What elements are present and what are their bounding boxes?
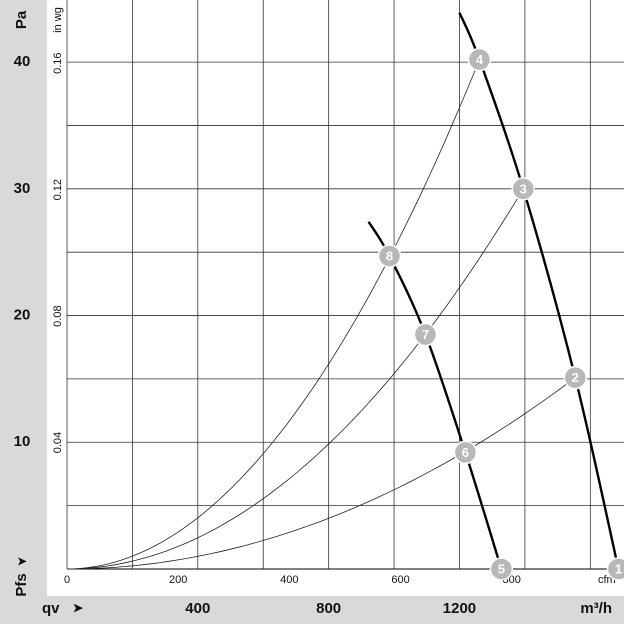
- operating-point: [511, 177, 536, 201]
- point-label: 8: [386, 248, 393, 263]
- operating-point: [606, 557, 624, 581]
- fan-curve: [458, 12, 620, 570]
- left-band: [0, 0, 47, 624]
- x2-tick-label: 200: [169, 574, 187, 586]
- arrow: ➤: [72, 600, 84, 616]
- y-tick-label: 40: [14, 53, 31, 70]
- system-curve: [66, 377, 576, 570]
- y2-label: in wg: [52, 7, 64, 33]
- x2-tick-label: 0: [64, 574, 70, 586]
- x-tick-label: 1200: [443, 600, 476, 617]
- operating-point: [563, 365, 588, 390]
- y2-tick-label: 0.16: [52, 53, 64, 74]
- y2-tick-label: 0.08: [52, 305, 64, 326]
- x2-tick-label: 600: [391, 574, 409, 586]
- y-axis-label: Pfs: [13, 573, 30, 596]
- y-tick-label: 20: [14, 307, 31, 324]
- operating-point: [413, 322, 438, 347]
- point-label: 6: [462, 445, 469, 460]
- operating-point: [453, 440, 478, 465]
- y2-tick-label: 0.04: [52, 432, 64, 453]
- y-label: Pa: [13, 10, 30, 29]
- point-label: 1: [615, 561, 622, 576]
- x-label: qv: [42, 600, 60, 617]
- point-label: 4: [476, 52, 484, 67]
- operating-point: [377, 244, 402, 268]
- operating-point: [489, 557, 514, 581]
- arrow: ➤: [17, 553, 28, 568]
- operating-point: [467, 47, 492, 72]
- x-tick-label: 400: [185, 600, 210, 617]
- x-unit: m³/h: [580, 600, 612, 617]
- y-tick-label: 30: [14, 180, 31, 197]
- bottom-band: [0, 596, 624, 624]
- y2-tick-label: 0.12: [52, 179, 64, 200]
- system-curve: [66, 59, 480, 570]
- fan-curve: [367, 221, 503, 570]
- y-tick-label: 10: [14, 433, 31, 450]
- point-label: 2: [572, 370, 579, 385]
- point-label: 3: [520, 181, 527, 196]
- system-curve: [66, 188, 524, 570]
- point-label: 7: [422, 327, 429, 342]
- x2-tick-label: 400: [280, 574, 298, 586]
- x-tick-label: 800: [316, 600, 341, 617]
- point-label: 5: [498, 561, 505, 576]
